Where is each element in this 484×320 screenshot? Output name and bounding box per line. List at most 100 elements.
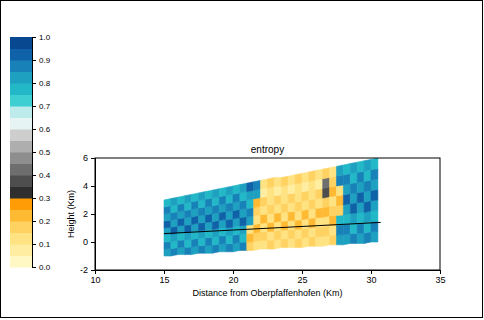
cell — [164, 220, 171, 228]
cell — [316, 208, 323, 218]
y-axis-title: Height (Km) — [66, 190, 76, 238]
x-tick: 35 — [435, 270, 445, 285]
cell — [164, 199, 171, 207]
cell — [261, 205, 268, 214]
cell — [247, 208, 254, 217]
cell — [178, 233, 185, 241]
x-tick-mark — [371, 270, 372, 274]
cell — [371, 190, 378, 201]
cell — [205, 245, 212, 253]
cell — [295, 211, 302, 221]
cell — [295, 220, 302, 230]
colorbar-swatch — [10, 175, 32, 187]
y-axis: -20246 — [80, 153, 96, 275]
cell — [309, 180, 316, 191]
y-tick-label: 2 — [83, 209, 88, 219]
cell — [199, 246, 206, 254]
colorbar-swatch — [10, 83, 32, 95]
cell — [323, 226, 330, 237]
cell — [240, 234, 247, 243]
cell — [281, 212, 288, 221]
colorbar-tick: 0.2 — [32, 217, 51, 226]
colorbar-tick: 0.9 — [32, 56, 51, 65]
y-tick-label: 0 — [83, 237, 88, 247]
y-tick: -2 — [80, 265, 95, 275]
colorbar-tick-label: 0.2 — [39, 217, 51, 226]
x-tick-mark — [302, 270, 303, 274]
cell — [178, 196, 185, 205]
cell — [274, 213, 281, 223]
colorbar-tick: 0.0 — [32, 263, 51, 272]
cell — [364, 201, 371, 213]
colorbar-swatch — [10, 244, 32, 256]
cell — [247, 190, 254, 200]
colorbar-tick-mark — [32, 267, 36, 268]
cell — [185, 240, 192, 248]
colorbar-swatch — [10, 141, 32, 153]
cell — [309, 190, 316, 200]
colorbar-tick-mark — [32, 221, 36, 222]
cell — [316, 198, 323, 208]
cell — [371, 179, 378, 190]
cell — [357, 233, 364, 243]
colorbar-tick-label: 0.8 — [39, 79, 51, 88]
x-tick: 15 — [159, 270, 169, 285]
cell — [288, 220, 295, 229]
cell — [226, 219, 233, 228]
cell — [371, 200, 378, 211]
x-tick-label: 35 — [435, 275, 445, 285]
cell — [302, 218, 309, 229]
frame — [1, 1, 483, 318]
colorbar-tick-label: 0.1 — [39, 240, 51, 249]
colorbar-swatch — [10, 49, 32, 61]
colorbar-tick-mark — [32, 106, 36, 107]
cell — [343, 233, 350, 244]
x-tick-label: 15 — [159, 275, 169, 285]
cell — [364, 170, 371, 182]
cell — [164, 213, 171, 221]
y-tick-label: -2 — [80, 265, 88, 275]
colorbar-swatch — [10, 164, 32, 176]
cell — [302, 191, 309, 202]
cell — [330, 166, 337, 177]
colorbar-tick-label: 0.0 — [39, 263, 51, 272]
cell — [371, 232, 378, 243]
cell — [199, 222, 206, 230]
colorbar-swatch — [10, 118, 32, 130]
cell — [343, 204, 350, 215]
cell — [364, 180, 371, 192]
cell — [268, 213, 275, 222]
cell — [295, 173, 302, 184]
cell — [337, 165, 344, 176]
y-tick-mark — [91, 186, 95, 187]
cell — [330, 206, 337, 216]
colorbar-tick-mark — [32, 60, 36, 61]
y-tick-mark — [91, 270, 95, 271]
cell — [240, 217, 247, 226]
cell — [350, 213, 357, 224]
cell — [205, 190, 212, 199]
colorbar-tick: 1.0 — [32, 33, 51, 42]
y-tick: 0 — [83, 237, 95, 247]
x-tick: 25 — [297, 270, 307, 285]
cell — [274, 204, 281, 213]
cell — [274, 186, 281, 195]
cell — [199, 215, 206, 223]
cell — [323, 235, 330, 246]
x-tick-mark — [233, 270, 234, 274]
cell — [192, 193, 199, 202]
x-tick-label: 30 — [366, 275, 376, 285]
cell — [357, 223, 364, 234]
cell — [364, 159, 371, 171]
colorbar-swatch — [10, 60, 32, 72]
cell — [309, 227, 316, 237]
cell — [323, 206, 330, 217]
cell — [343, 223, 350, 234]
cell — [330, 196, 337, 207]
cell — [302, 228, 309, 239]
cell — [343, 184, 350, 195]
cell — [226, 235, 233, 243]
cell — [219, 204, 226, 213]
y-tick-mark — [91, 158, 95, 159]
cell — [309, 171, 316, 182]
